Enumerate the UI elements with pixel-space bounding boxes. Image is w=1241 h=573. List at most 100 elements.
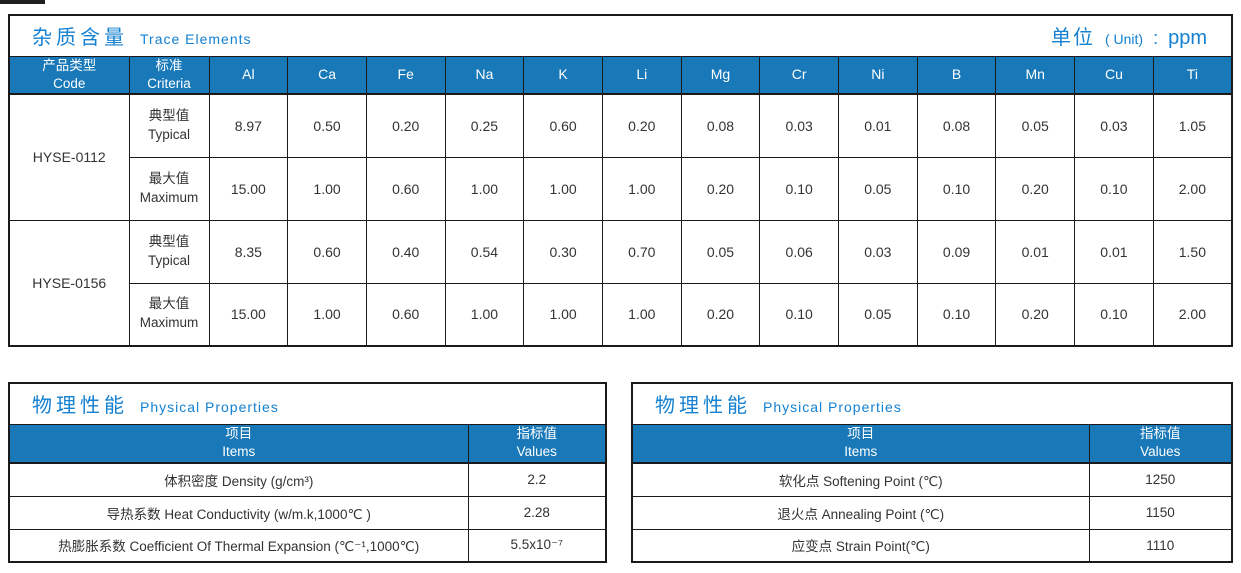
value-cell: 0.09: [916, 219, 997, 284]
value-cell: 1.00: [444, 282, 525, 347]
property-value-cell: 1150: [1088, 495, 1233, 530]
property-value-cell: 2.28: [467, 495, 607, 530]
table-row: 退火点 Annealing Point (℃) 1150: [631, 495, 1233, 530]
value-cell: 0.03: [838, 219, 918, 284]
unit-indicator: 单位 ( Unit) : ppm: [1051, 21, 1207, 50]
physical-left-title: 物理性能 Physical Properties: [32, 389, 279, 418]
column-header-items: 项目 Items: [631, 423, 1090, 464]
value-cell: 0.05: [995, 93, 1076, 158]
value-cell: 1.00: [523, 156, 603, 221]
physical-properties-table-left: 物理性能 Physical Properties 项目 Items 指标值 Va…: [8, 382, 607, 563]
property-item-cell: 热膨胀系数 Coefficient Of Thermal Expansion (…: [8, 528, 469, 563]
physical-left-title-en: Physical Properties: [140, 399, 279, 416]
column-header-k: K: [523, 55, 603, 95]
column-header-na: Na: [444, 55, 525, 95]
physical-right-title-cn: 物理性能: [655, 395, 751, 418]
column-header-criteria-cn: 标准: [155, 57, 183, 73]
trace-title-row: 杂质含量 Trace Elements 单位 ( Unit) : ppm: [8, 14, 1233, 57]
column-header-values: 指标值 Values: [1088, 423, 1233, 464]
column-header-ni: Ni: [838, 55, 918, 95]
value-cell: 0.10: [916, 282, 997, 347]
unit-label-cn: 单位: [1050, 27, 1095, 50]
trace-title-cn: 杂质含量: [32, 27, 128, 50]
value-cell: 0.03: [759, 93, 839, 158]
physical-right-title: 物理性能 Physical Properties: [655, 389, 902, 418]
value-cell: 2.00: [1152, 156, 1233, 221]
table-row: 热膨胀系数 Coefficient Of Thermal Expansion (…: [8, 528, 607, 563]
value-cell: 0.60: [287, 219, 367, 284]
physical-properties-table-right: 物理性能 Physical Properties 项目 Items 指标值 Va…: [631, 382, 1233, 563]
column-header-criteria: 标准 Criteria: [128, 55, 210, 95]
table-row: 导热系数 Heat Conductivity (w/m.k,1000℃ ) 2.…: [8, 495, 607, 530]
column-header-items: 项目 Items: [8, 423, 469, 464]
value-cell: 0.30: [523, 219, 603, 284]
unit-value: ppm: [1168, 27, 1207, 50]
column-header-cr: Cr: [759, 55, 839, 95]
value-cell: 0.20: [680, 156, 761, 221]
criteria-cell: 典型值 Typical: [128, 93, 210, 158]
value-cell: 0.10: [1074, 156, 1154, 221]
value-cell: 0.10: [1074, 282, 1154, 347]
criteria-cn: 最大值: [148, 296, 190, 312]
property-item-cell: 应变点 Strain Point(℃): [631, 528, 1090, 563]
value-cell: 0.60: [365, 156, 446, 221]
value-cell: 0.20: [995, 156, 1076, 221]
physical-right-title-row: 物理性能 Physical Properties: [631, 382, 1233, 425]
column-header-li: Li: [601, 55, 682, 95]
criteria-en: Typical: [147, 252, 191, 268]
column-header-code: 产品类型 Code: [8, 55, 130, 95]
table-row: HYSE-0112 典型值 Typical 8.97 0.50 0.20 0.2…: [8, 93, 1233, 221]
value-cell: 0.10: [759, 156, 839, 221]
value-cell: 0.20: [601, 93, 682, 158]
value-cell: 0.20: [365, 93, 446, 158]
value-cell: 0.01: [995, 219, 1076, 284]
value-cell: 2.00: [1152, 282, 1233, 347]
value-cell: 0.20: [680, 282, 761, 347]
value-cell: 0.60: [365, 282, 446, 347]
value-cell: 0.08: [680, 93, 761, 158]
physical-left-title-cn: 物理性能: [32, 395, 128, 418]
table-row: 应变点 Strain Point(℃) 1110: [631, 528, 1233, 563]
value-cell: 0.40: [365, 219, 446, 284]
value-cell: 0.20: [995, 282, 1076, 347]
criteria-en: Maximum: [139, 315, 199, 331]
value-cell: 0.06: [759, 219, 839, 284]
value-cell: 0.05: [838, 156, 918, 221]
value-cell: 8.35: [208, 219, 289, 284]
column-header-items-cn: 项目: [847, 426, 875, 442]
column-header-items-en: Items: [222, 444, 256, 460]
table-row: 最大值 Maximum 15.00 1.00 0.60 1.00 1.00 1.…: [9, 156, 1233, 221]
property-item-cell: 退火点 Annealing Point (℃): [631, 495, 1090, 530]
unit-label-en: ( Unit): [1104, 31, 1144, 48]
column-header-items-cn: 项目: [225, 426, 253, 442]
criteria-en: Typical: [147, 126, 191, 142]
column-header-values: 指标值 Values: [467, 423, 607, 464]
column-header-values-en: Values: [516, 444, 557, 460]
product-code-cell: HYSE-0156: [8, 219, 130, 347]
table-row: 软化点 Softening Point (℃) 1250: [631, 462, 1233, 497]
value-cell: 0.25: [444, 93, 525, 158]
criteria-cell: 最大值 Maximum: [128, 156, 210, 221]
column-header-mg: Mg: [680, 55, 761, 95]
column-header-criteria-en: Criteria: [147, 75, 191, 91]
column-header-cu: Cu: [1074, 55, 1154, 95]
criteria-cell: 典型值 Typical: [128, 219, 210, 284]
value-cell: 8.97: [208, 93, 289, 158]
value-cell: 15.00: [208, 156, 289, 221]
value-cell: 0.54: [444, 219, 525, 284]
criteria-cn: 典型值: [148, 233, 190, 249]
property-value-cell: 1110: [1088, 528, 1233, 563]
table-row: HYSE-0156 典型值 Typical 8.35 0.60 0.40 0.5…: [8, 219, 1233, 347]
property-item-cell: 软化点 Softening Point (℃): [631, 462, 1090, 497]
value-cell: 1.50: [1152, 219, 1233, 284]
window-edge-artifact: [0, 0, 45, 4]
table-row: 最大值 Maximum 15.00 1.00 0.60 1.00 1.00 1.…: [9, 282, 1233, 347]
value-cell: 0.08: [916, 93, 997, 158]
value-cell: 0.03: [1074, 93, 1154, 158]
column-header-values-cn: 指标值: [516, 426, 558, 442]
unit-colon: :: [1153, 28, 1159, 49]
criteria-cell: 最大值 Maximum: [128, 282, 210, 347]
column-header-items-en: Items: [844, 444, 878, 460]
column-header-ti: Ti: [1152, 55, 1233, 95]
column-header-ca: Ca: [287, 55, 367, 95]
